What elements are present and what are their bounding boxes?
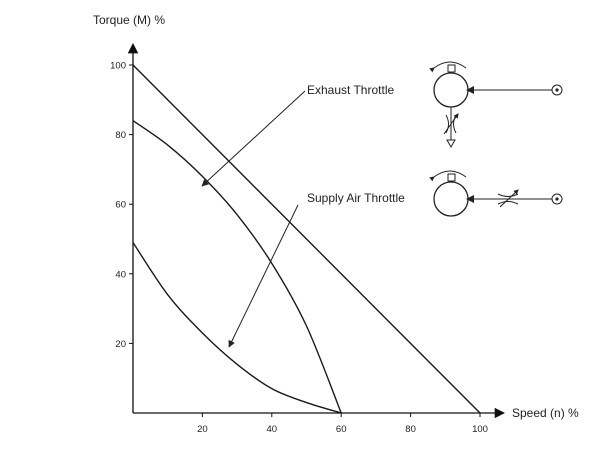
annotation-supply-air-throttle: Supply Air Throttle [307, 191, 405, 205]
exhaust-outlet-icon [446, 139, 456, 149]
x-axis-title: Speed (n) % [512, 406, 579, 420]
series-line-3 [132, 242, 342, 414]
supply-air-throttle-schematic [429, 170, 563, 217]
adjust-arrow-icon [499, 189, 519, 208]
annotation-exhaust-arrow [201, 90, 306, 187]
y-axis-title: Torque (M) % [93, 13, 165, 27]
inlet-arrowhead-icon [466, 86, 474, 94]
y-tick-label: 60 [115, 200, 126, 211]
adjust-arrow-icon [443, 113, 459, 135]
motor-terminal-icon [447, 64, 456, 73]
rotation-arrow-icon [429, 61, 467, 73]
series-layer [132, 64, 481, 414]
y-tick-label: 40 [115, 269, 126, 280]
annotation-exhaust-throttle: Exhaust Throttle [307, 83, 394, 97]
series-line-2 [132, 120, 342, 414]
rotation-arrow-icon [429, 170, 467, 182]
motor-icon [433, 181, 469, 217]
x-tick-label: 40 [267, 424, 278, 435]
x-tick-label: 100 [472, 424, 488, 435]
y-tick-label: 20 [115, 339, 126, 350]
y-tick-label: 80 [115, 130, 126, 141]
y-tick-label: 100 [110, 61, 126, 72]
ticks-layer: 20 40 60 80 100 20 40 60 80 100 [110, 61, 488, 436]
source-port-inner-icon [555, 197, 559, 201]
annotation-supply-arrow [228, 204, 299, 348]
motor-terminal-icon [447, 173, 456, 182]
series-line-1 [132, 64, 481, 414]
x-tick-label: 20 [197, 424, 208, 435]
exhaust-throttle-schematic [429, 61, 563, 149]
inlet-arrowhead-icon [466, 195, 474, 203]
motor-icon [433, 72, 469, 108]
supply-restrictor-icon [497, 193, 519, 205]
x-tick-label: 80 [405, 424, 416, 435]
x-tick-label: 60 [336, 424, 347, 435]
source-port-inner-icon [555, 88, 559, 92]
